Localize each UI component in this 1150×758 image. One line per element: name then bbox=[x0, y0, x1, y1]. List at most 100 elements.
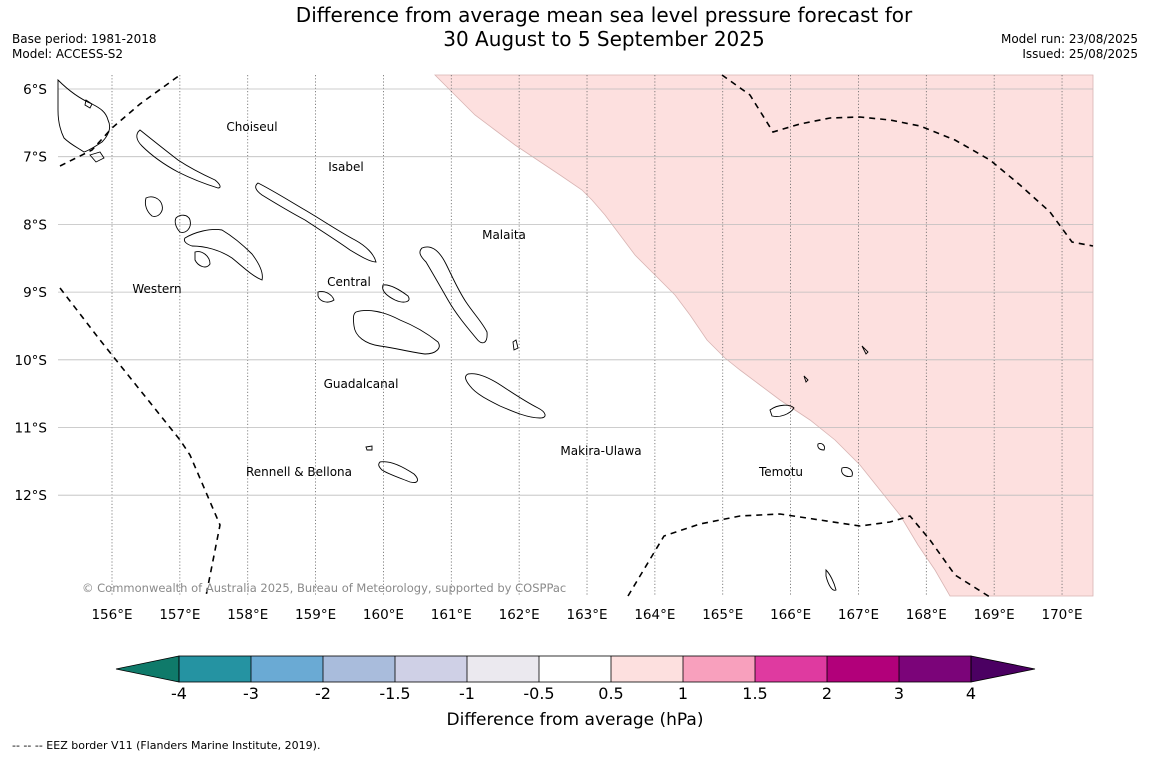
island-kolombangara bbox=[174, 214, 191, 233]
latitude-tick-label: 12°S bbox=[15, 488, 48, 504]
model-name: Model: ACCESS-S2 bbox=[12, 47, 124, 61]
longitude-tick-label: 157°E bbox=[159, 607, 200, 623]
island-ulawa bbox=[512, 339, 519, 351]
region-label: Western bbox=[132, 282, 181, 296]
region-label: Central bbox=[327, 275, 371, 289]
longitude-tick-label: 158°E bbox=[227, 607, 268, 623]
eez-ne bbox=[721, 74, 1094, 247]
region-label: Rennell & Bellona bbox=[246, 465, 352, 479]
colorbar-segment bbox=[395, 656, 467, 682]
colorbar-segment bbox=[611, 656, 683, 682]
colorbar-tick-label: 3 bbox=[894, 684, 904, 703]
colorbar-tick-label: -2 bbox=[315, 684, 331, 703]
latitude-tick-label: 10°S bbox=[15, 353, 48, 369]
issued-date: Issued: 25/08/2025 bbox=[1022, 47, 1138, 61]
title-line-2: 30 August to 5 September 2025 bbox=[443, 27, 765, 51]
island-tikopia bbox=[825, 568, 837, 591]
colorbar-label: Difference from average (hPa) bbox=[446, 710, 704, 730]
map-panel: Choiseul Isabel Malaita Western Central Guada… bbox=[57, 74, 1094, 600]
colorbar-segment bbox=[539, 656, 611, 682]
colorbar-segment bbox=[683, 656, 755, 682]
longitude-tick-label: 162°E bbox=[499, 607, 540, 623]
longitude-tick-label: 161°E bbox=[431, 607, 472, 623]
colorbar-tick-label: 4 bbox=[966, 684, 976, 703]
meta-left: Base period: 1981-2018 Model: ACCESS-S2 bbox=[12, 32, 157, 62]
latitude-labels: 6°S 7°S 8°S 9°S 10°S 11°S 12°S bbox=[15, 82, 48, 504]
island-florida bbox=[382, 284, 410, 303]
colorbar-tick-label: -1 bbox=[459, 684, 475, 703]
eez-border bbox=[59, 74, 1094, 600]
colorbar-tick-label: -0.5 bbox=[523, 684, 554, 703]
island-utupua bbox=[817, 443, 825, 451]
island-malaita bbox=[419, 246, 488, 344]
latitude-tick-label: 6°S bbox=[23, 82, 47, 98]
island-reef bbox=[861, 345, 869, 355]
island-shortland bbox=[89, 151, 105, 163]
eez-legend-note: -- -- -- EEZ border V11 (Flanders Marine… bbox=[12, 739, 321, 752]
latitude-tick-label: 11°S bbox=[15, 421, 48, 437]
colorbar-tick-label: -4 bbox=[171, 684, 187, 703]
colorbar-tick-label: 0.5 bbox=[598, 684, 623, 703]
colorbar-tick-label: -1.5 bbox=[379, 684, 410, 703]
island-guadalcanal bbox=[352, 309, 440, 355]
longitude-tick-label: 164°E bbox=[634, 607, 675, 623]
longitude-tick-label: 170°E bbox=[1042, 607, 1083, 623]
title-line-1: Difference from average mean sea level p… bbox=[295, 3, 913, 27]
longitude-tick-label: 156°E bbox=[91, 607, 132, 623]
colorbar-segment bbox=[323, 656, 395, 682]
latitude-tick-label: 9°S bbox=[23, 285, 47, 301]
longitude-tick-label: 168°E bbox=[906, 607, 947, 623]
colorbar-tick-label: 1.5 bbox=[742, 684, 767, 703]
meta-right: Model run: 23/08/2025 Issued: 25/08/2025 bbox=[1001, 32, 1138, 62]
region-label: Malaita bbox=[482, 228, 526, 242]
colorbar-tick-label: 1 bbox=[678, 684, 688, 703]
longitude-tick-label: 163°E bbox=[566, 607, 607, 623]
longitude-tick-label: 166°E bbox=[770, 607, 811, 623]
islands bbox=[57, 78, 869, 591]
colorbar-segment bbox=[179, 656, 251, 682]
region-label: Isabel bbox=[328, 160, 363, 174]
longitude-tick-label: 169°E bbox=[974, 607, 1015, 623]
region-label: Makira-Ulawa bbox=[560, 444, 641, 458]
region-labels: Choiseul Isabel Malaita Western Central Guada… bbox=[132, 120, 803, 479]
colorbar-segment bbox=[755, 656, 827, 682]
colorbar-tick-label: 2 bbox=[822, 684, 832, 703]
island-isabel bbox=[255, 182, 377, 263]
eez-nw bbox=[59, 74, 181, 167]
model-run: Model run: 23/08/2025 bbox=[1000, 32, 1138, 46]
colorbar-lower-extension bbox=[115, 655, 180, 683]
island-vanikoro bbox=[841, 467, 853, 477]
island-rennell bbox=[378, 461, 418, 483]
eez-south bbox=[627, 513, 994, 600]
colorbar-upper-extension bbox=[970, 655, 1036, 683]
longitude-tick-label: 167°E bbox=[838, 607, 879, 623]
island-makira bbox=[465, 373, 546, 419]
base-period: Base period: 1981-2018 bbox=[12, 32, 157, 46]
colorbar-tick-label: -3 bbox=[243, 684, 259, 703]
longitude-labels: 156°E 157°E 158°E 159°E 160°E 161°E 162°E 163°E… bbox=[91, 607, 1082, 623]
island-new-georgia bbox=[183, 229, 263, 281]
region-label: Temotu bbox=[758, 465, 803, 479]
island-choiseul bbox=[136, 129, 221, 189]
positive-anomaly-region bbox=[434, 74, 1094, 597]
island-santa-cruz bbox=[769, 404, 795, 417]
island-bellona bbox=[365, 445, 373, 451]
latitude-tick-label: 8°S bbox=[23, 217, 47, 233]
island-vella-lavella bbox=[144, 196, 163, 217]
island-russell bbox=[317, 291, 335, 303]
island-buka bbox=[84, 99, 93, 109]
island-rendova bbox=[194, 251, 211, 268]
colorbar-segment bbox=[827, 656, 899, 682]
region-label: Choiseul bbox=[226, 120, 277, 134]
colorbar-segment bbox=[899, 656, 971, 682]
colorbar-segment bbox=[251, 656, 323, 682]
latitude-tick-label: 7°S bbox=[23, 150, 47, 166]
region-label: Guadalcanal bbox=[324, 377, 399, 391]
chart-title: Difference from average mean sea level p… bbox=[0, 3, 1150, 51]
longitude-tick-label: 165°E bbox=[702, 607, 743, 623]
colorbar: -4 -3 -2 -1.5 -1 -0.5 0.5 1 1.5 2 3 4 bbox=[115, 655, 1036, 703]
longitude-tick-label: 159°E bbox=[295, 607, 336, 623]
longitude-tick-label: 160°E bbox=[363, 607, 404, 623]
eez-west bbox=[59, 287, 221, 597]
copyright-notice: © Commonwealth of Australia 2025, Bureau… bbox=[82, 581, 566, 595]
